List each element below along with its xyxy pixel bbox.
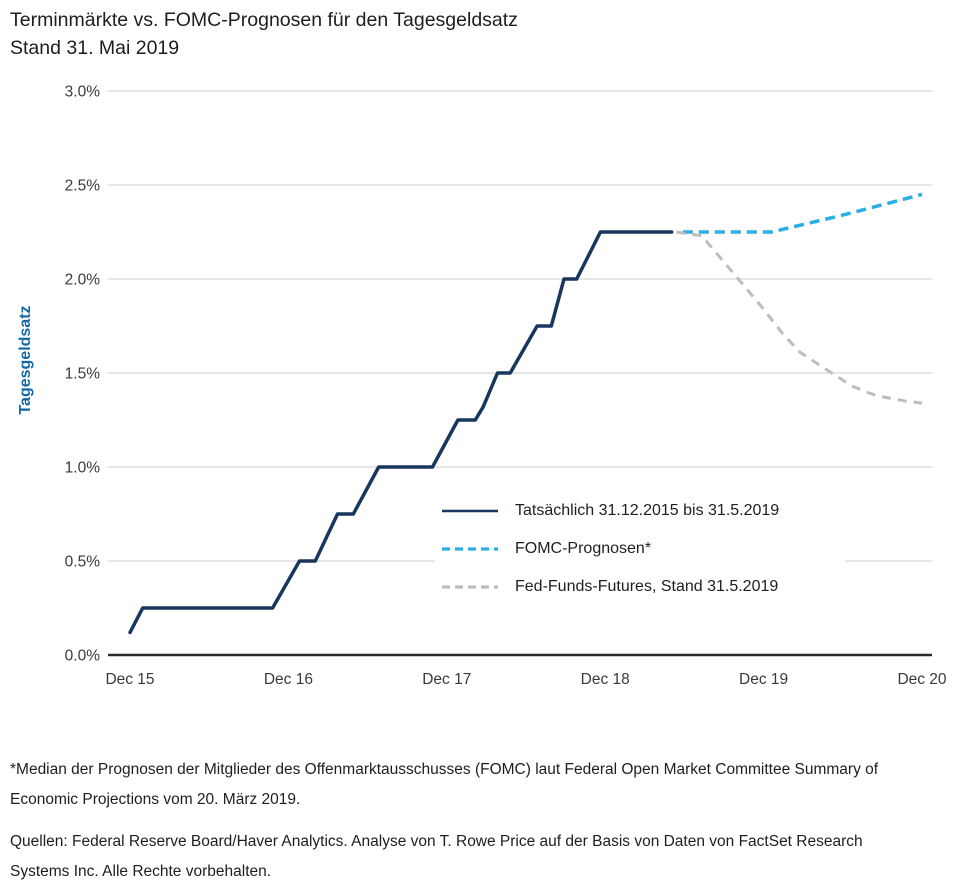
legend-label-fed-funds-futures: Fed-Funds-Futures, Stand 31.5.2019: [515, 578, 779, 595]
y-axis-title: Tagesgeldsatz: [17, 305, 34, 414]
x-tick-label: Dec 20: [897, 671, 946, 688]
legend-swatch-fomc-forecast: [442, 547, 498, 551]
x-tick-label: Dec 16: [264, 671, 313, 688]
y-tick-label: 0.5%: [65, 554, 101, 571]
series-line-fomc-forecast: [682, 192, 923, 234]
legend-swatch-actual: [442, 509, 498, 513]
legend-item-fed-funds-futures: Fed-Funds-Futures, Stand 31.5.2019: [435, 568, 845, 606]
y-tick-label: 1.0%: [65, 460, 101, 477]
chart-area: 0.0% 0.5% 1.0% 1.5% 2.0% 2.5% 3.0% Dec 15 Dec 16…: [17, 84, 947, 689]
chart-header: Terminmärkte vs. FOMC-Prognosen für den …: [10, 6, 518, 62]
page-title: Terminmärkte vs. FOMC-Prognosen für den …: [10, 9, 518, 31]
x-tick-label: Dec 15: [105, 671, 154, 688]
footnote-sources: Quellen: Federal Reserve Board/Haver Ana…: [10, 833, 863, 880]
legend-swatch-fed-funds-futures: [442, 585, 498, 589]
y-tick-label: 2.0%: [65, 272, 101, 289]
x-tick-label: Dec 18: [581, 671, 630, 688]
y-tick-label: 3.0%: [65, 84, 101, 101]
series-line-actual: [128, 230, 674, 635]
x-tick-label: Dec 19: [739, 671, 788, 688]
page-subtitle: Stand 31. Mai 2019: [10, 37, 180, 59]
legend-label-actual: Tatsächlich 31.12.2015 bis 31.5.2019: [515, 502, 780, 519]
y-tick-label: 0.0%: [65, 648, 101, 665]
y-tick-label: 2.5%: [65, 178, 101, 195]
line-chart: 0.0% 0.5% 1.0% 1.5% 2.0% 2.5% 3.0% Dec 15 Dec 16…: [17, 84, 947, 689]
chart-footnotes: *Median der Prognosen der Mitglieder des…: [10, 755, 920, 887]
chart-legend: Tatsächlich 31.12.2015 bis 31.5.2019 FOMC…: [435, 492, 845, 606]
legend-label-fomc-forecast: FOMC-Prognosen*: [515, 540, 652, 557]
series-line-fed-funds-futures: [676, 230, 923, 405]
x-tick-label: Dec 17: [422, 671, 471, 688]
footnote-fomc-definition: *Median der Prognosen der Mitglieder des…: [10, 761, 879, 808]
legend-item-fomc-forecast: FOMC-Prognosen*: [435, 530, 845, 568]
y-tick-label: 1.5%: [65, 366, 101, 383]
legend-item-actual: Tatsächlich 31.12.2015 bis 31.5.2019: [435, 492, 845, 530]
